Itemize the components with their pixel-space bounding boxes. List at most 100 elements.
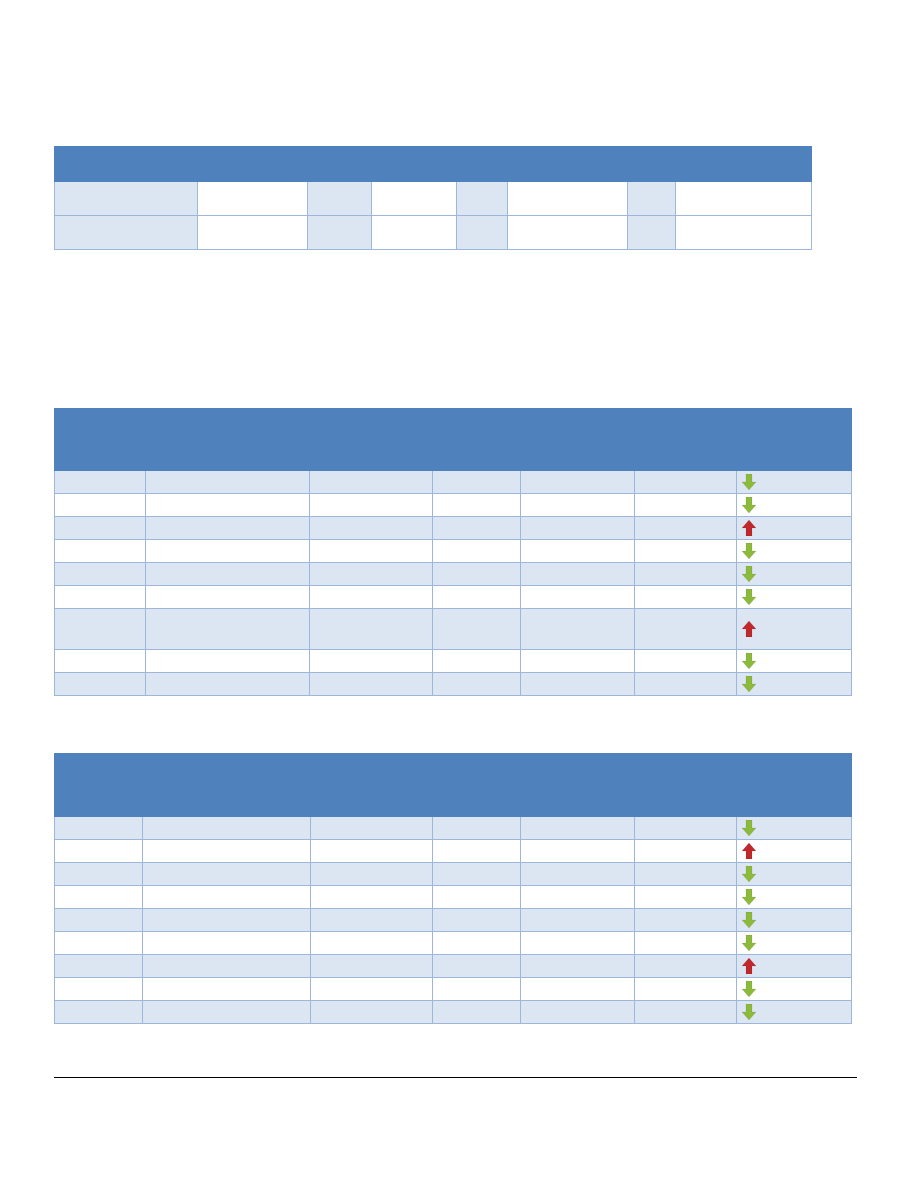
table-cell bbox=[520, 839, 635, 863]
table-cell bbox=[309, 585, 433, 609]
table-cell bbox=[520, 1000, 635, 1024]
trend-cell bbox=[736, 1000, 852, 1024]
down-arrow-icon bbox=[742, 820, 756, 836]
trend-cell bbox=[736, 608, 852, 650]
table-cell bbox=[634, 539, 737, 563]
down-arrow-icon bbox=[742, 935, 756, 951]
table-cell bbox=[634, 908, 737, 932]
table-cell bbox=[432, 1000, 521, 1024]
table-cell bbox=[520, 649, 635, 673]
down-arrow-icon bbox=[742, 866, 756, 882]
column-header bbox=[309, 408, 433, 471]
table-cell bbox=[310, 816, 433, 840]
table-row bbox=[54, 585, 852, 609]
down-arrow-icon bbox=[742, 676, 756, 692]
table-cell bbox=[145, 516, 310, 540]
table-cell bbox=[432, 649, 521, 673]
table-cell bbox=[310, 862, 433, 886]
table-cell bbox=[432, 977, 521, 1001]
down-arrow-icon bbox=[742, 543, 756, 559]
table-cell bbox=[432, 862, 521, 886]
table-cell bbox=[54, 562, 146, 586]
table-cell bbox=[310, 885, 433, 909]
trend-cell bbox=[736, 470, 852, 494]
table-row bbox=[54, 908, 852, 932]
column-header bbox=[310, 753, 433, 817]
column-header bbox=[145, 408, 310, 471]
table-cell bbox=[54, 954, 143, 978]
table-cell bbox=[54, 539, 146, 563]
table-1-body bbox=[54, 470, 852, 696]
trend-cell bbox=[736, 885, 852, 909]
table-cell bbox=[54, 608, 146, 650]
trend-cell bbox=[736, 862, 852, 886]
table-cell bbox=[54, 649, 146, 673]
table-cell bbox=[54, 977, 143, 1001]
table-cell bbox=[432, 672, 521, 696]
table-cell bbox=[432, 470, 521, 494]
table-cell bbox=[432, 931, 521, 955]
table-cell bbox=[634, 493, 737, 517]
table-cell bbox=[310, 931, 433, 955]
up-arrow-icon bbox=[742, 621, 756, 637]
table-cell bbox=[142, 908, 311, 932]
table-cell bbox=[309, 539, 433, 563]
footer-rule bbox=[54, 1077, 857, 1078]
table-cell bbox=[145, 539, 310, 563]
down-arrow-icon bbox=[742, 474, 756, 490]
table-cell bbox=[142, 977, 311, 1001]
trend-cell bbox=[736, 908, 852, 932]
summary-row bbox=[54, 215, 812, 250]
trend-cell bbox=[736, 562, 852, 586]
up-arrow-icon bbox=[742, 843, 756, 859]
table-cell bbox=[54, 470, 146, 494]
column-header bbox=[432, 753, 521, 817]
table-cell bbox=[145, 470, 310, 494]
table-cell bbox=[634, 585, 737, 609]
trend-cell bbox=[736, 585, 852, 609]
trend-cell bbox=[736, 954, 852, 978]
trend-cell bbox=[736, 649, 852, 673]
table-cell bbox=[432, 885, 521, 909]
table-cell bbox=[520, 516, 635, 540]
table-cell bbox=[520, 493, 635, 517]
table-cell bbox=[520, 608, 635, 650]
table-cell bbox=[432, 516, 521, 540]
table-cell bbox=[634, 470, 737, 494]
table-cell bbox=[432, 954, 521, 978]
column-header bbox=[520, 753, 635, 817]
summary-cell bbox=[307, 181, 372, 216]
table-row bbox=[54, 931, 852, 955]
table-header-row bbox=[54, 753, 852, 817]
summary-cell bbox=[627, 181, 676, 216]
trend-cell bbox=[736, 931, 852, 955]
table-cell bbox=[634, 608, 737, 650]
column-header bbox=[520, 408, 635, 471]
table-cell bbox=[145, 493, 310, 517]
data-table-2 bbox=[54, 753, 852, 1024]
table-row bbox=[54, 862, 852, 886]
table-row bbox=[54, 1000, 852, 1024]
table-header-row bbox=[54, 408, 852, 471]
table-row bbox=[54, 516, 852, 540]
trend-cell bbox=[736, 816, 852, 840]
summary-row bbox=[54, 181, 812, 216]
trend-cell bbox=[736, 516, 852, 540]
table-cell bbox=[142, 839, 311, 863]
down-arrow-icon bbox=[742, 912, 756, 928]
column-header bbox=[634, 408, 737, 471]
table-row bbox=[54, 539, 852, 563]
table-cell bbox=[142, 1000, 311, 1024]
column-header bbox=[432, 408, 521, 471]
column-header bbox=[736, 753, 852, 817]
table-cell bbox=[634, 839, 737, 863]
table-cell bbox=[145, 649, 310, 673]
table-cell bbox=[634, 954, 737, 978]
table-cell bbox=[634, 1000, 737, 1024]
trend-cell bbox=[736, 539, 852, 563]
table-cell bbox=[142, 885, 311, 909]
table-cell bbox=[310, 1000, 433, 1024]
down-arrow-icon bbox=[742, 589, 756, 605]
table-cell bbox=[520, 672, 635, 696]
column-header bbox=[54, 408, 146, 471]
